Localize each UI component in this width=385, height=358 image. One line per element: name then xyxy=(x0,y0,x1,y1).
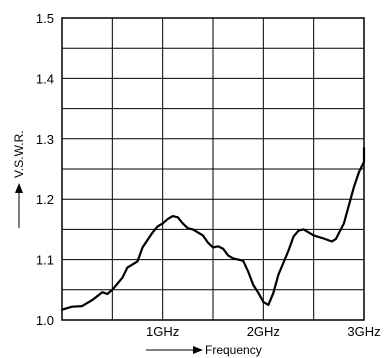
y-tick-label: 1.5 xyxy=(36,11,54,26)
y-axis-label: V.S.W.R. xyxy=(12,130,26,178)
y-tick-labels: 1.0 1.1 1.2 1.3 1.4 1.5 xyxy=(36,11,54,328)
x-tick-labels: 1GHz 2GHz 3GHz xyxy=(146,324,381,339)
grid-lines xyxy=(62,18,364,320)
plot-frame xyxy=(61,17,365,321)
y-tick-label: 1.3 xyxy=(36,132,54,147)
x-tick-label: 2GHz xyxy=(247,324,280,339)
x-tick-label: 1GHz xyxy=(146,324,179,339)
x-axis-label-group: Frequency xyxy=(146,343,262,357)
y-axis-arrow-head xyxy=(15,183,23,193)
y-tick-label: 1.0 xyxy=(36,313,54,328)
y-axis-label-group: V.S.W.R. xyxy=(12,130,26,228)
vswr-series-line xyxy=(60,146,366,311)
x-axis-arrow-head xyxy=(193,346,203,354)
y-tick-label: 1.4 xyxy=(36,71,54,86)
y-tick-label: 1.1 xyxy=(36,253,54,268)
x-axis-label: Frequency xyxy=(205,343,262,357)
y-tick-label: 1.2 xyxy=(36,192,54,207)
x-tick-label: 3GHz xyxy=(347,324,380,339)
